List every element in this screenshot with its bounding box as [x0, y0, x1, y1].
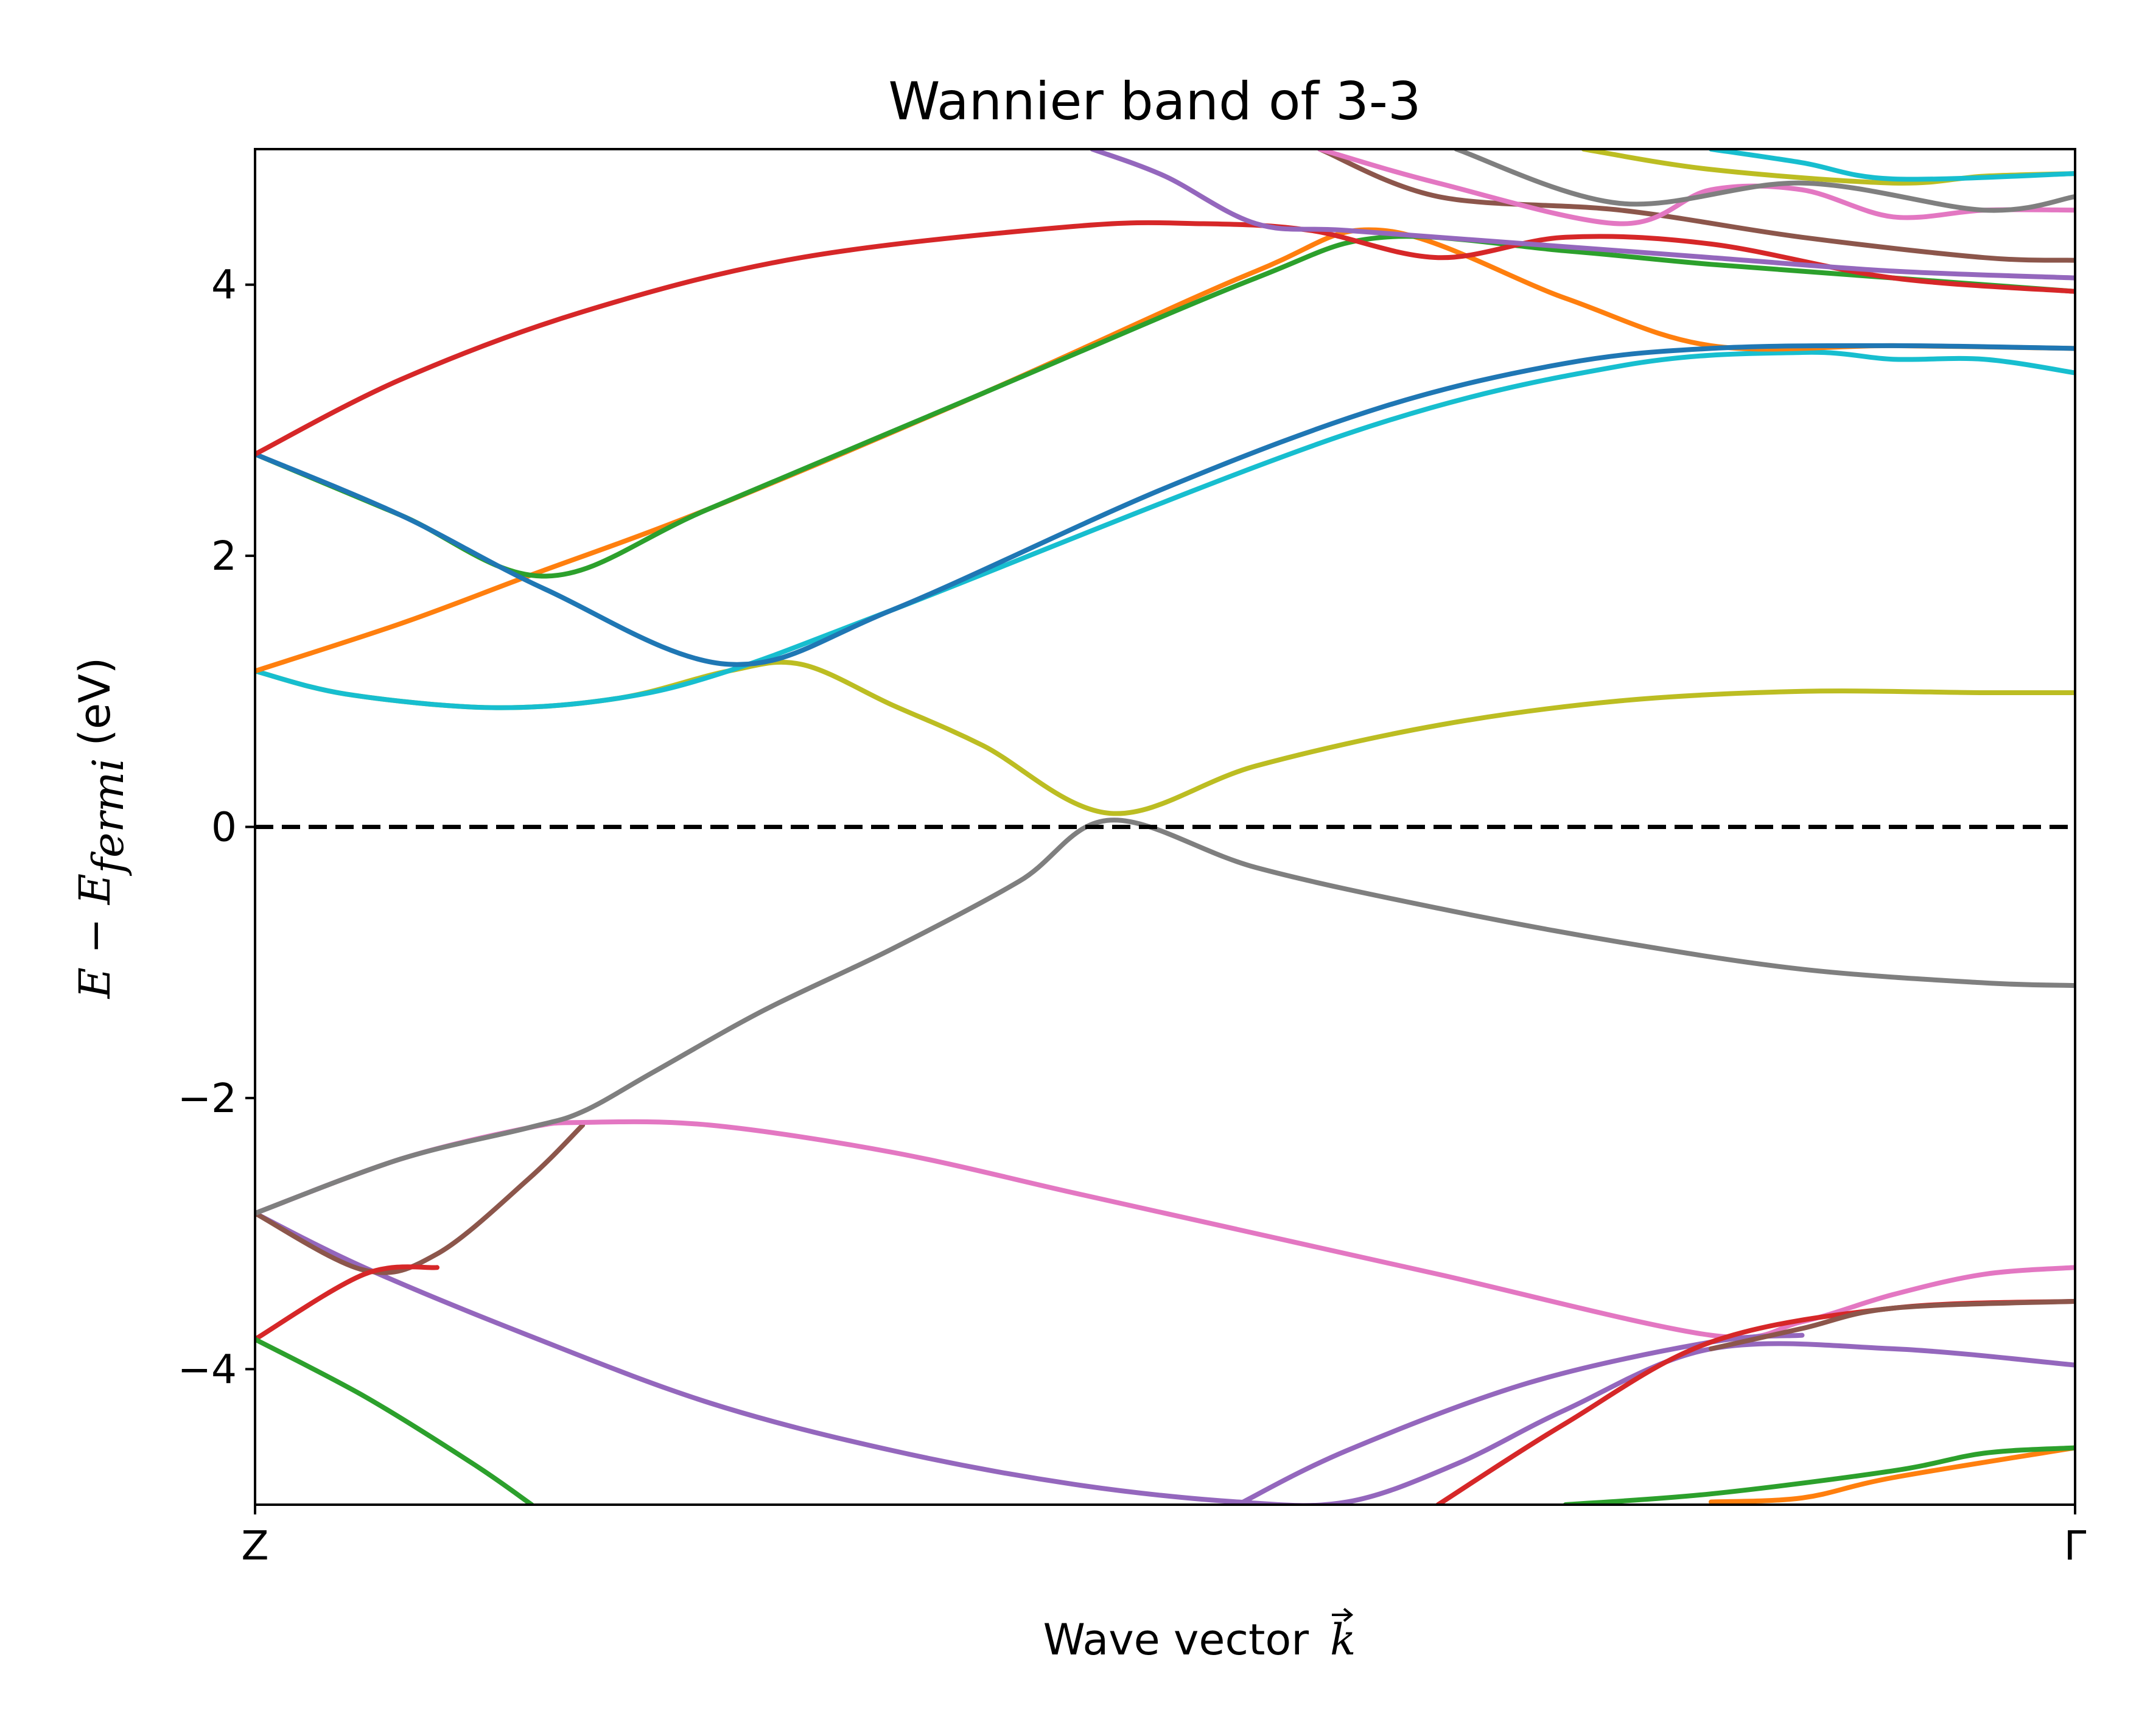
x-axis-label-symbol: k	[1330, 1615, 1356, 1665]
y-axis-label-text: E − E	[70, 873, 120, 999]
band-line-6	[255, 817, 2075, 1216]
band-line-19	[1235, 1332, 1805, 1505]
band-line-22	[1709, 1445, 2075, 1505]
x-axis-label: Wave vector k	[1043, 1608, 1356, 1665]
band-line-4	[255, 1337, 534, 1505]
y-tick-label-4: 2	[211, 533, 237, 579]
band-line-13	[1090, 149, 2075, 281]
y-tick-label-3: 0	[211, 804, 237, 851]
band-line-2	[255, 1122, 586, 1275]
band-line-18	[1709, 149, 2075, 182]
x-axis-label-text: Wave vector	[1043, 1615, 1309, 1665]
band-line-21	[1709, 1298, 2075, 1351]
y-tick-label-5: 4	[211, 262, 237, 309]
y-axis-label-subscript: fermi	[83, 758, 133, 877]
band-line-12	[255, 220, 2075, 457]
band-line-14	[1317, 149, 2075, 263]
band-line-23	[1563, 1445, 2075, 1505]
vector-arrow-icon	[1332, 1608, 1354, 1622]
band-line-9	[255, 227, 2075, 674]
y-tick-label-2: −2	[178, 1075, 237, 1122]
band-line-8	[255, 349, 2075, 710]
svg-text:E − Efermi(eV): E − Efermi (eV)	[70, 657, 133, 1000]
x-tick-label-2: Γ	[2064, 1522, 2087, 1569]
y-axis-label-unit: (eV)	[70, 657, 120, 746]
band-line-20	[1435, 1298, 2075, 1505]
chart-title: Wannier band of 3-3	[888, 71, 1421, 132]
y-axis-label: E − Efermi (eV)	[70, 657, 133, 1000]
band-line-16	[1454, 149, 2075, 213]
band-line-11	[255, 343, 2075, 667]
band-line-15	[1317, 149, 2075, 226]
band-line-3	[255, 1264, 439, 1342]
band-line-7	[255, 659, 2075, 816]
band-line-1	[255, 1211, 2075, 1505]
x-tick-label-1: Z	[241, 1522, 268, 1569]
series-group	[255, 149, 2075, 1505]
y-tick-label-1: −4	[178, 1346, 237, 1393]
y-axis-ticks: −4 −2 0 2 4	[178, 262, 255, 1393]
band-line-5	[255, 1119, 2075, 1340]
plot-area	[254, 148, 2076, 1506]
band-line-10	[255, 234, 2075, 579]
